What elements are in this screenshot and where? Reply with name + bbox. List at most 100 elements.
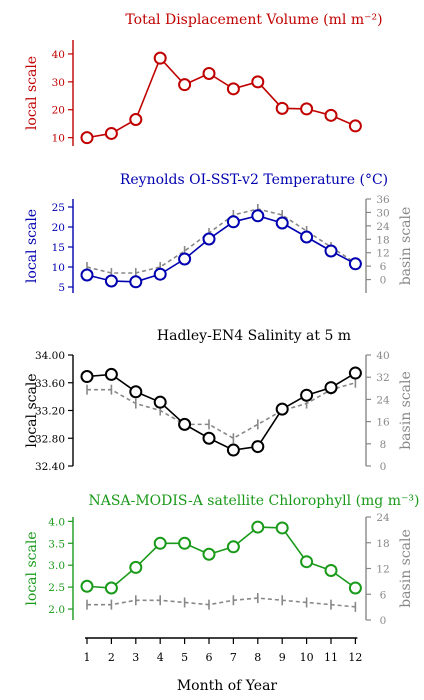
local-series-point (324, 108, 338, 122)
x-tick-label: 2 (108, 651, 115, 664)
local-series-line (86, 372, 356, 451)
local-series-point (104, 274, 118, 288)
left-tick-label: 32.80 (35, 433, 65, 445)
left-tick-label: 40 (52, 49, 65, 61)
left-tick-label: 3.0 (48, 560, 65, 572)
right-axis-label: basin scale (398, 207, 414, 286)
local-series-point (178, 78, 192, 92)
x-tick-label: 4 (157, 651, 164, 664)
panel-4: NASA-MODIS-A satellite Chlorophyll (mg m… (24, 493, 419, 627)
local-series-point (275, 101, 289, 115)
local-series-line (86, 526, 356, 589)
panel-title: Total Displacement Volume (ml m⁻²) (125, 12, 382, 28)
local-series-point (153, 51, 167, 65)
local-series-point (226, 443, 240, 457)
local-series-point (129, 275, 143, 289)
panel-title: Reynolds OI-SST-v2 Temperature (°C) (120, 172, 388, 188)
right-tick-label: 12 (376, 248, 389, 260)
local-series-point (226, 540, 240, 554)
right-tick-label: 24 (376, 394, 390, 406)
local-series-point (348, 119, 362, 133)
x-tick-label: 12 (348, 651, 362, 664)
left-tick-label: 10 (52, 262, 65, 274)
panel-3: Hadley-EN4 Salinity at 5 m 32.40 32.80 33.2… (24, 328, 414, 473)
local-series-point (80, 579, 94, 593)
x-tick-label: 5 (181, 651, 188, 664)
left-tick-label: 2.5 (48, 582, 65, 594)
right-tick-label: 6 (380, 261, 387, 273)
left-axis-label: local scale (24, 209, 40, 283)
local-series-point (275, 521, 289, 535)
right-axis-label: basin scale (398, 529, 414, 608)
local-series-point (348, 581, 362, 595)
local-series-point (324, 563, 338, 577)
local-series-point (153, 395, 167, 409)
local-series-point (202, 547, 216, 561)
right-tick-label: 24 (376, 221, 390, 233)
x-tick-label: 9 (279, 651, 286, 664)
local-series-point (300, 555, 314, 569)
left-tick-label: 10 (52, 133, 65, 145)
local-series-point (129, 560, 143, 574)
panel-title: Hadley-EN4 Salinity at 5 m (157, 328, 351, 344)
local-series-point (80, 370, 94, 384)
right-axis-label: basin scale (398, 371, 414, 450)
local-series-point (178, 417, 192, 431)
left-tick-label: 4.0 (48, 516, 65, 528)
local-series-point (80, 268, 94, 282)
x-tick-label: 7 (230, 651, 237, 664)
local-series-point (300, 102, 314, 116)
right-tick-label: 18 (376, 234, 389, 246)
local-series-point (178, 536, 192, 550)
right-tick-label: 12 (376, 564, 389, 576)
local-series-point (275, 402, 289, 416)
right-tick-label: 0 (380, 461, 387, 473)
x-tick-label: 6 (206, 651, 213, 664)
left-tick-label: 20 (52, 222, 65, 234)
local-series-point (300, 230, 314, 244)
x-tick-label: 8 (254, 651, 261, 664)
right-tick-label: 40 (376, 350, 389, 362)
left-tick-label: 32.40 (35, 461, 65, 473)
right-tick-label: 6 (380, 589, 387, 601)
local-series-point (104, 126, 118, 140)
left-tick-label: 25 (52, 202, 65, 214)
local-series-point (129, 113, 143, 126)
left-axis-label: local scale (24, 531, 40, 605)
local-series-point (129, 385, 143, 399)
right-tick-label: 8 (380, 439, 387, 451)
local-series-point (153, 536, 167, 550)
left-tick-label: 5 (58, 282, 65, 294)
local-series-point (251, 209, 265, 223)
left-tick-label: 34.00 (35, 350, 65, 362)
left-tick-label: 3.5 (48, 538, 65, 550)
left-tick-label: 30 (52, 77, 65, 89)
local-series-point (226, 215, 240, 229)
left-axis-label: local scale (24, 56, 40, 130)
local-series-point (202, 232, 216, 246)
local-series-point (80, 131, 94, 145)
local-series-point (348, 366, 362, 380)
right-tick-label: 32 (376, 372, 389, 384)
local-series-point (275, 216, 289, 230)
right-tick-label: 0 (380, 275, 387, 287)
panel-1: Total Displacement Volume (ml m⁻²) 10 20 30… (24, 12, 383, 146)
x-tick-label: 11 (324, 651, 338, 664)
left-tick-label: 15 (52, 242, 65, 254)
local-series-point (226, 82, 240, 96)
local-series-point (251, 75, 265, 89)
x-axis-label: Month of Year (177, 678, 278, 694)
local-series-point (202, 431, 216, 445)
left-tick-label: 2.0 (48, 604, 65, 616)
x-tick-label: 1 (84, 651, 91, 664)
local-series-point (178, 252, 192, 266)
x-tick-label: 10 (300, 651, 314, 664)
left-tick-label: 33.20 (35, 406, 65, 418)
left-tick-label: 20 (52, 105, 65, 117)
basin-series-line (87, 597, 356, 608)
panel-title: NASA-MODIS-A satellite Chlorophyll (mg m… (89, 493, 420, 509)
left-axis-label: local scale (24, 373, 40, 447)
right-tick-label: 0 (380, 615, 387, 627)
